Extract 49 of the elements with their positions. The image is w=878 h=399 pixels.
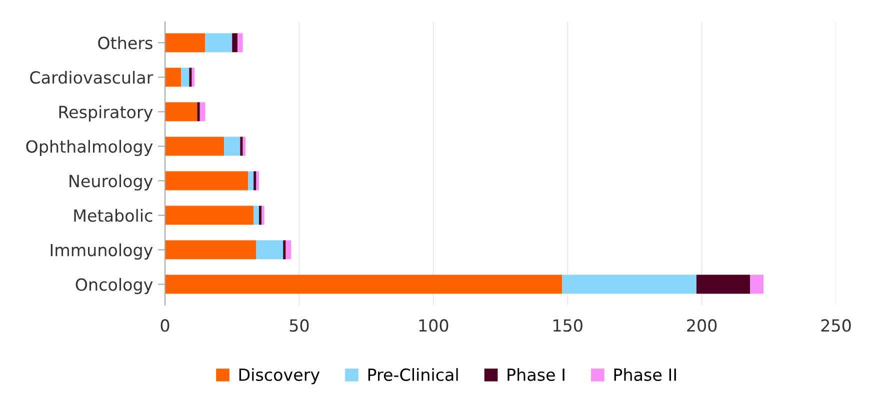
bar xyxy=(283,240,286,260)
y-tick-label: Ophthalmology xyxy=(26,140,153,156)
x-tick-label: 100 xyxy=(419,319,448,332)
bar xyxy=(286,240,292,260)
bar xyxy=(254,171,256,190)
bar xyxy=(165,33,206,52)
y-tick-label: Oncology xyxy=(76,278,153,294)
bar xyxy=(750,274,764,294)
bar xyxy=(256,240,284,260)
bar xyxy=(248,171,254,190)
bar xyxy=(165,68,182,87)
bar xyxy=(242,136,246,156)
bar xyxy=(258,206,262,225)
bar xyxy=(232,33,238,52)
bar xyxy=(165,136,224,156)
legend-label: Phase I xyxy=(508,368,564,382)
bar xyxy=(197,102,200,122)
x-tick-label: 150 xyxy=(554,319,582,332)
bar xyxy=(200,102,206,122)
y-tick-label: Cardiovascular xyxy=(30,70,154,84)
bar xyxy=(205,33,232,52)
y-tick-label: Respiratory xyxy=(59,105,153,122)
y-tick-label: Metabolic xyxy=(74,208,152,222)
bar xyxy=(696,274,750,294)
bar xyxy=(256,171,259,190)
bar xyxy=(165,274,562,294)
y-tick-label: Neurology xyxy=(70,174,153,191)
bar xyxy=(224,136,240,156)
x-tick-label: 50 xyxy=(290,319,309,332)
legend-label: Discovery xyxy=(239,368,320,384)
legend-label: Pre-Clinical xyxy=(368,368,458,382)
y-tick-label: Others xyxy=(98,36,152,50)
legend-label: Phase II xyxy=(614,368,676,382)
y-tick-label: Immunology xyxy=(50,243,153,260)
bar xyxy=(181,68,190,87)
x-tick-label: 250 xyxy=(821,319,851,332)
bar xyxy=(189,68,192,87)
bar xyxy=(165,171,248,190)
bar xyxy=(192,68,195,87)
x-tick-label: 200 xyxy=(687,319,717,332)
bar xyxy=(165,206,254,225)
bar xyxy=(165,240,256,260)
bar xyxy=(240,136,243,156)
x-tick-label: 0 xyxy=(160,319,170,332)
bar xyxy=(262,206,264,225)
bar xyxy=(562,274,696,294)
bar xyxy=(254,206,259,225)
bar xyxy=(165,102,198,122)
bar xyxy=(237,33,243,52)
